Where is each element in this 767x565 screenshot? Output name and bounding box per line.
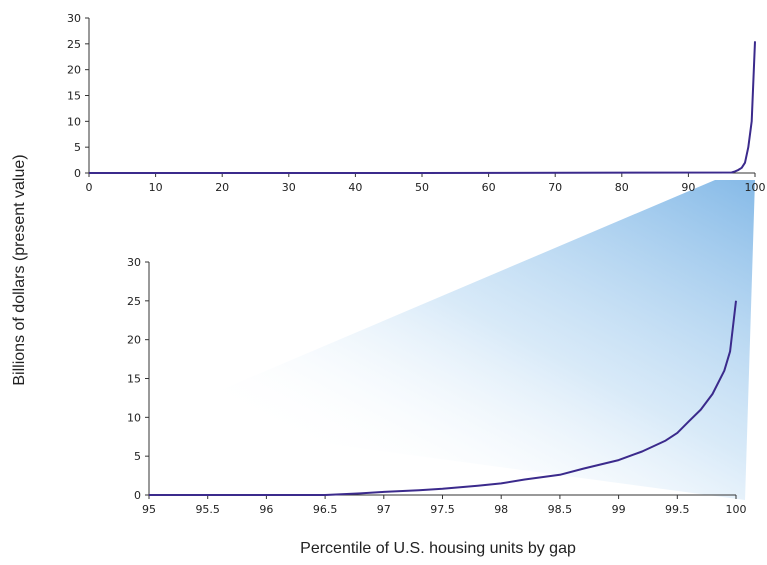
bottom-x-tick-label: 99.5 bbox=[665, 503, 690, 516]
top-x-tick-label: 60 bbox=[482, 181, 496, 194]
bottom-x-tick-label: 99 bbox=[612, 503, 626, 516]
top-y-tick-label: 15 bbox=[67, 90, 81, 103]
bottom-series-line bbox=[149, 300, 737, 496]
bottom-x-tick-label: 97 bbox=[377, 503, 391, 516]
top-x-tick-label: 80 bbox=[615, 181, 629, 194]
bottom-y-tick-label: 30 bbox=[127, 256, 141, 269]
top-y-tick-label: 25 bbox=[67, 38, 81, 51]
top-y-tick-label: 20 bbox=[67, 64, 81, 77]
zoom-highlight bbox=[150, 180, 755, 500]
top-series-line bbox=[89, 41, 756, 174]
bottom-y-tick-label: 5 bbox=[134, 450, 141, 463]
top-x-tick-label: 0 bbox=[86, 181, 93, 194]
bottom-x-tick-label: 97.5 bbox=[430, 503, 455, 516]
top-x-tick-label: 50 bbox=[415, 181, 429, 194]
top-x-tick-label: 70 bbox=[548, 181, 562, 194]
top-x-tick-label: 90 bbox=[681, 181, 695, 194]
top-x-tick-label: 30 bbox=[282, 181, 296, 194]
bottom-x-tick-label: 98.5 bbox=[548, 503, 573, 516]
top-x-tick-label: 20 bbox=[215, 181, 229, 194]
bottom-y-tick-label: 20 bbox=[127, 334, 141, 347]
top-x-tick-label: 100 bbox=[745, 181, 766, 194]
top-plot: 0 5 10 15 20 25 30 0 10 20 30 40 50 60 70 80 90 100 bbox=[67, 12, 766, 194]
bottom-y-tick-label: 15 bbox=[127, 373, 141, 386]
bottom-y-tick-label: 0 bbox=[134, 489, 141, 502]
top-y-tick-label: 0 bbox=[74, 167, 81, 180]
top-x-tick-label: 40 bbox=[348, 181, 362, 194]
bottom-x-tick-label: 96 bbox=[259, 503, 273, 516]
bottom-x-tick-label: 100 bbox=[726, 503, 747, 516]
bottom-y-tick-label: 25 bbox=[127, 295, 141, 308]
bottom-x-tick-label: 95.5 bbox=[195, 503, 220, 516]
top-y-tick-label: 30 bbox=[67, 12, 81, 25]
top-y-tick-label: 10 bbox=[67, 115, 81, 128]
bottom-x-tick-label: 96.5 bbox=[313, 503, 338, 516]
x-axis-label: Percentile of U.S. housing units by gap bbox=[300, 540, 576, 557]
y-axis-label: Billions of dollars (present value) bbox=[11, 154, 28, 385]
top-x-tick-label: 10 bbox=[149, 181, 163, 194]
bottom-plot: 0 5 10 15 20 25 30 95 95.5 96 96.5 97 97.5 98 98.5 99 99… bbox=[127, 256, 747, 516]
bottom-y-tick-label: 10 bbox=[127, 411, 141, 424]
bottom-x-tick-label: 98 bbox=[494, 503, 508, 516]
top-y-tick-label: 5 bbox=[74, 141, 81, 154]
bottom-x-tick-label: 95 bbox=[142, 503, 156, 516]
